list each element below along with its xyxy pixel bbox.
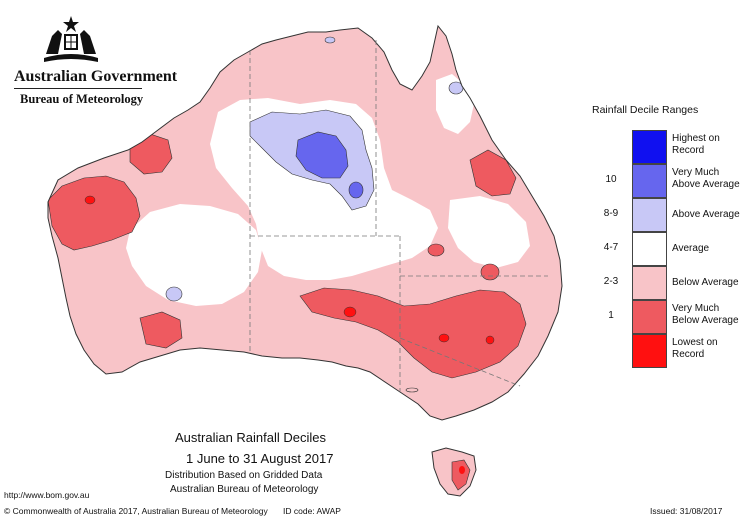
legend-swatch bbox=[632, 164, 667, 198]
id-code: ID code: AWAP bbox=[283, 506, 341, 516]
legend-label: Very Much Above Average bbox=[672, 167, 740, 190]
very-much-above-average-spot bbox=[348, 181, 364, 199]
legend-label: Highest on Record bbox=[672, 133, 720, 156]
legend-range: 8-9 bbox=[603, 208, 619, 219]
average-region-west bbox=[126, 204, 262, 306]
legend-item-lowest-on-record: Lowest on Record bbox=[592, 334, 742, 368]
tasmania-lowest-on-record bbox=[459, 466, 465, 474]
lowest-on-record-spot-nsw bbox=[438, 333, 450, 343]
average-region-queensland bbox=[448, 196, 530, 268]
legend-swatch bbox=[632, 232, 667, 266]
legend-label: Above Average bbox=[672, 209, 740, 220]
very-much-below-region-qld-coast bbox=[469, 149, 517, 197]
legend-swatch bbox=[632, 198, 667, 232]
decile-regions bbox=[48, 74, 530, 379]
australian-government-title: Australian Government bbox=[14, 68, 178, 85]
very-much-below-region-wa-coast bbox=[48, 175, 141, 251]
legend-swatch bbox=[632, 130, 667, 164]
legend-swatch bbox=[632, 266, 667, 300]
very-much-below-region-southeast bbox=[299, 287, 527, 379]
website-link[interactable]: http://www.bom.gov.au bbox=[4, 490, 90, 500]
map-source: Australian Bureau of Meteorology bbox=[170, 484, 319, 495]
kangaroo-island bbox=[405, 387, 419, 393]
legend-label: Average bbox=[672, 243, 710, 254]
map-title: Australian Rainfall Deciles bbox=[175, 430, 327, 445]
legend-swatch bbox=[632, 334, 667, 368]
legend-item-below-average: 2-3 Below Average bbox=[592, 266, 742, 300]
very-much-below-region-kimberley bbox=[129, 133, 173, 175]
bureau-title: Bureau of Meteorology bbox=[20, 92, 144, 106]
legend-swatch bbox=[632, 300, 667, 334]
legend-label: Very Much Below Average bbox=[672, 303, 739, 326]
map-period: 1 June to 31 August 2017 bbox=[186, 451, 334, 466]
legend-range: 10 bbox=[605, 174, 617, 185]
legend-label: Lowest on Record bbox=[672, 337, 718, 360]
very-much-above-average-region bbox=[295, 131, 349, 179]
very-much-below-region-southwest bbox=[139, 311, 183, 349]
very-much-below-spot-qld-south bbox=[480, 263, 500, 281]
legend-label: Below Average bbox=[672, 277, 739, 288]
legend-title: Rainfall Decile Ranges bbox=[592, 104, 699, 116]
legend-range: 1 bbox=[608, 310, 614, 321]
legend-item-very-much-above-average: 10 Very Much Above Average bbox=[592, 164, 742, 198]
tasmania-very-much-below bbox=[451, 459, 471, 491]
coat-of-arms-icon bbox=[44, 16, 98, 62]
mainland-coastline bbox=[47, 24, 563, 421]
lowest-on-record-spot-sa bbox=[343, 306, 357, 318]
very-much-below-spot-qld-inland bbox=[427, 243, 445, 257]
border-nsw-vic bbox=[399, 337, 521, 387]
copyright-notice: © Commonwealth of Australia 2017, Austra… bbox=[4, 506, 268, 516]
legend-item-above-average: 8-9 Above Average bbox=[592, 198, 742, 232]
above-average-spot-wa bbox=[165, 286, 183, 302]
map-distribution-note: Distribution Based on Gridded Data bbox=[165, 470, 323, 481]
state-borders bbox=[249, 40, 548, 392]
legend-item-very-much-below-average: 1 Very Much Below Average bbox=[592, 300, 742, 334]
lowest-on-record-spot-nsw-east bbox=[485, 335, 495, 345]
legend-item-highest-on-record: Highest on Record bbox=[592, 130, 742, 164]
lowest-on-record-spot-wa bbox=[84, 195, 96, 205]
legend-item-average: 4-7 Average bbox=[592, 232, 742, 266]
branding-divider bbox=[14, 88, 142, 89]
issued-date: Issued: 31/08/2017 bbox=[650, 506, 723, 516]
legend-range: 4-7 bbox=[603, 242, 619, 253]
tiwi-islands bbox=[324, 36, 336, 44]
legend-range: 2-3 bbox=[603, 276, 619, 287]
